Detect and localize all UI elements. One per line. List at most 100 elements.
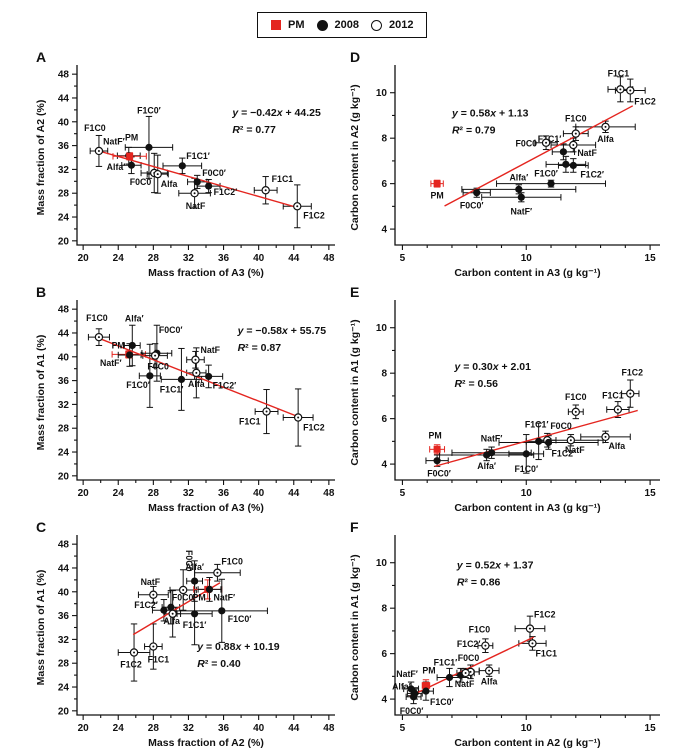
point-f1c0p	[422, 687, 430, 695]
panel-F-chart: F 5 10 15 4 6 8 10 Carbon content in A2 (g kg⁻¹)…	[349, 519, 660, 749]
x-axis-title: Mass fraction of A3 (%)	[148, 267, 264, 279]
point-f1c1-dot	[531, 642, 534, 645]
point-f1c2-dot	[629, 392, 632, 395]
panel-A-chart: A 20 24 28 32 36 40 44 48 20 24 28 32 36 40 44 48 Mass fr…	[35, 49, 335, 279]
x-tick-label: 5	[400, 253, 406, 264]
y-tick-label: 10	[376, 323, 388, 334]
x-tick-label: 24	[113, 723, 125, 734]
point-f1c0p	[562, 160, 570, 168]
y-tick-label: 40	[58, 352, 70, 363]
point-f1c0p-label: F1C0′	[126, 380, 150, 390]
fit-line	[409, 636, 534, 697]
x-tick-label: 40	[253, 488, 265, 499]
point-alfap	[190, 577, 199, 585]
y-tick-label: 20	[58, 471, 70, 482]
point-f1c0-label: F1C0	[221, 557, 243, 567]
error-bars	[567, 404, 584, 420]
point-f0c0-label: F0C0	[550, 421, 572, 431]
point-natf-label: NatF	[565, 445, 585, 455]
point-alfa-label: Alfa	[597, 134, 614, 144]
point-f1c0-dot	[97, 149, 100, 152]
point-f1c2p-label: F1C2′	[213, 380, 237, 390]
x-tick-label: 5	[400, 488, 406, 499]
point-natfp-label: NatF′	[100, 358, 122, 368]
y-axis-title: Carbon content in A1 (g kg⁻¹)	[349, 554, 361, 700]
legend-item-2008: 2008	[316, 19, 359, 31]
x-tick-label: 32	[183, 488, 195, 499]
panel-letter-F: F	[350, 519, 359, 535]
panel-f: F 5 10 15 4 6 8 10 Carbon content in A2 (g kg⁻¹)…	[340, 515, 674, 750]
point-f0c0p-label: F0C0′	[427, 469, 451, 479]
y-tick-label: 10	[376, 88, 388, 99]
equation-D: y = 0.58x + 1.13	[451, 108, 529, 120]
point-f1c1p-label: F1C1′	[434, 658, 458, 668]
point-alfa-label: Alfa	[481, 677, 498, 687]
point-f1c1-dot	[152, 645, 155, 648]
point-f1c0-label: F1C0	[565, 114, 587, 124]
point-f0c0p	[433, 457, 441, 465]
point-natfp-label: NatF′	[214, 592, 236, 602]
axes	[76, 535, 335, 716]
y-tick-label: 32	[58, 635, 70, 646]
point-f1c1p-label: F1C1′	[183, 620, 207, 630]
x-tick-label: 36	[218, 488, 230, 499]
point-natf-label: NatF	[455, 679, 475, 689]
point-f1c2p-label: F1C2′	[134, 600, 158, 610]
point-natf-label: NatF	[200, 345, 220, 355]
y-tick-label: 10	[376, 558, 388, 569]
point-alfa-dot	[604, 435, 607, 438]
point-f1c2-label: F1C2	[634, 96, 656, 106]
y-tick-label: 36	[58, 141, 70, 152]
x-tick-label: 5	[400, 723, 406, 734]
point-alfa-label: Alfa	[609, 441, 626, 451]
x-tick-label: 36	[218, 253, 230, 264]
point-pm-label: PM	[193, 592, 206, 602]
point-alfa-label: Alfa	[188, 379, 205, 389]
point-f1c2-dot	[133, 651, 136, 654]
point-f0c0-dot	[469, 670, 472, 673]
y-tick-label: 28	[58, 189, 70, 200]
legend-label-2008: 2008	[334, 19, 359, 31]
y-tick-label: 24	[58, 213, 70, 224]
point-natf-dot	[193, 192, 196, 195]
point-f1c0-dot	[574, 132, 577, 135]
x-tick-label: 20	[78, 253, 90, 264]
point-pm-label: PM	[422, 665, 435, 675]
equation-A: y = −0.42x + 44.25	[231, 107, 321, 119]
axes	[76, 300, 335, 481]
point-f1c1-dot	[616, 408, 619, 411]
axes	[394, 535, 660, 716]
r-squared-E: R² = 0.56	[454, 378, 498, 390]
y-tick-label: 36	[58, 611, 70, 622]
point-f1c1p	[178, 162, 186, 170]
point-f1c0p	[522, 450, 530, 458]
y-axis-title: Carbon content in A2 (g kg⁻¹)	[349, 84, 361, 230]
panel-letter-D: D	[350, 49, 360, 65]
x-tick-label: 44	[288, 723, 300, 734]
panel-letter-A: A	[36, 49, 46, 65]
panel-b: B 20 24 28 32 36 40 44 48 20 24 28 32 36 40 44 48 Mass fr…	[30, 280, 345, 520]
point-f1c1-label: F1C1	[535, 648, 557, 658]
y-tick-label: 32	[58, 165, 70, 176]
panel-C-chart: C 20 24 28 32 36 40 44 48 20 24 28 32 36 40 44 48 Mass fr…	[35, 519, 335, 749]
point-f0c0-label: F0C0	[147, 362, 169, 372]
point-pm-label: PM	[112, 340, 125, 350]
point-natf-dot	[194, 358, 197, 361]
panel-letter-E: E	[350, 284, 359, 300]
point-f0c0p-label: F0C0′	[202, 168, 226, 178]
point-f1c0-dot	[97, 336, 100, 339]
equation-B: y = −0.58x + 55.75	[237, 325, 327, 337]
legend-item-pm: PM	[271, 19, 305, 31]
y-tick-label: 48	[58, 70, 70, 81]
x-tick-label: 40	[253, 723, 265, 734]
point-f0c0p-label: F0C0′	[159, 325, 183, 335]
point-alfap-label: Alfa′	[185, 562, 204, 572]
x-tick-label: 24	[113, 488, 125, 499]
y-tick-label: 6	[381, 414, 387, 425]
point-alfa-dot	[156, 173, 159, 176]
point-f1c1p	[177, 375, 186, 384]
point-f1c1p	[535, 437, 543, 445]
point-f1c0p-label: F1C0′	[228, 614, 252, 624]
point-natfp-label: NatF′	[510, 206, 532, 216]
r-squared-C: R² = 0.40	[197, 658, 241, 670]
